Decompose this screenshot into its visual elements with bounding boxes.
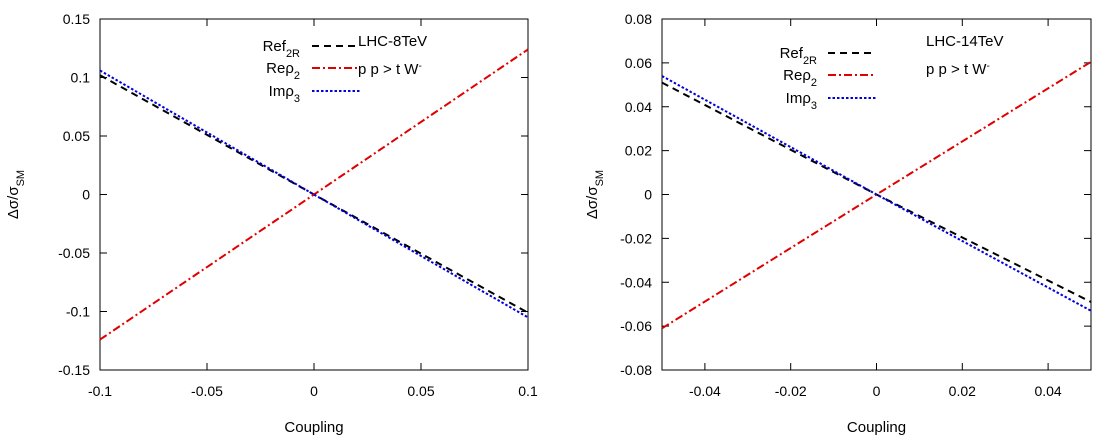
chart-panel-2: -0.08-0.06-0.04-0.0200.020.040.060.08-0.… bbox=[584, 11, 1092, 436]
y-tick-label: 0.06 bbox=[625, 55, 652, 71]
y-tick-label: -0.04 bbox=[620, 274, 652, 290]
annotation-process: p p > t W- bbox=[926, 61, 990, 79]
annotation-energy: LHC-8TeV bbox=[358, 33, 427, 50]
legend-label-subscript: 2R bbox=[286, 48, 300, 60]
legend-label: Reρ2 bbox=[783, 67, 817, 89]
y-tick-label: 0.1 bbox=[71, 70, 91, 86]
x-tick-label: 0 bbox=[873, 383, 881, 399]
x-tick-label: 0.02 bbox=[949, 383, 976, 399]
y-tick-label: 0.15 bbox=[63, 11, 90, 27]
legend-label: Reρ2 bbox=[266, 60, 300, 82]
x-tick-label: -0.1 bbox=[88, 383, 112, 399]
y-tick-label: -0.15 bbox=[58, 362, 90, 378]
x-axis-label: Coupling bbox=[847, 419, 906, 436]
legend-label-subscript: 3 bbox=[294, 93, 300, 105]
y-axis-label: Δσ/σSM bbox=[584, 170, 606, 219]
y-tick-label: 0.02 bbox=[625, 143, 652, 159]
x-tick-label: 0.04 bbox=[1034, 383, 1061, 399]
series-line-3 bbox=[99, 69, 529, 319]
y-axis-label-subscript: SM bbox=[15, 170, 27, 187]
legend-label-subscript: 3 bbox=[811, 100, 817, 112]
x-tick-label: 0.1 bbox=[518, 383, 538, 399]
legend-label: Ref2R bbox=[263, 38, 300, 60]
y-tick-label: 0 bbox=[82, 187, 90, 203]
legend-label-subscript: 2 bbox=[294, 70, 300, 82]
y-tick-label: -0.06 bbox=[620, 318, 652, 334]
y-tick-label: -0.08 bbox=[620, 362, 652, 378]
x-tick-label: 0.05 bbox=[407, 383, 434, 399]
y-tick-label: -0.05 bbox=[58, 245, 90, 261]
y-tick-label: -0.1 bbox=[66, 304, 90, 320]
x-tick-label: -0.04 bbox=[689, 383, 721, 399]
legend-label: Imρ3 bbox=[269, 83, 300, 105]
y-tick-label: 0.08 bbox=[625, 11, 652, 27]
legend-label-subscript: 2R bbox=[803, 55, 817, 67]
y-axis-label-subscript: SM bbox=[594, 170, 606, 187]
legend-label: Ref2R bbox=[780, 45, 817, 67]
x-axis-label: Coupling bbox=[284, 419, 343, 436]
annotation-energy: LHC-14TeV bbox=[926, 33, 1004, 50]
x-tick-label: -0.02 bbox=[775, 383, 807, 399]
series-line-1 bbox=[661, 81, 1092, 303]
annotation-superscript: - bbox=[986, 61, 989, 72]
y-tick-label: 0.05 bbox=[63, 128, 90, 144]
series-line-2 bbox=[99, 48, 529, 341]
annotation-process: p p > t W- bbox=[358, 61, 422, 79]
x-tick-label: -0.05 bbox=[191, 383, 223, 399]
series-line-3 bbox=[661, 75, 1092, 312]
x-tick-label: 0 bbox=[310, 383, 318, 399]
legend-label: Imρ3 bbox=[786, 90, 817, 112]
y-tick-label: 0.04 bbox=[625, 99, 652, 115]
legend-label-subscript: 2 bbox=[811, 77, 817, 89]
y-axis-label: Δσ/σSM bbox=[5, 170, 27, 219]
annotation-superscript: - bbox=[418, 61, 421, 72]
y-tick-label: 0 bbox=[644, 187, 652, 203]
y-tick-label: -0.02 bbox=[620, 230, 652, 246]
